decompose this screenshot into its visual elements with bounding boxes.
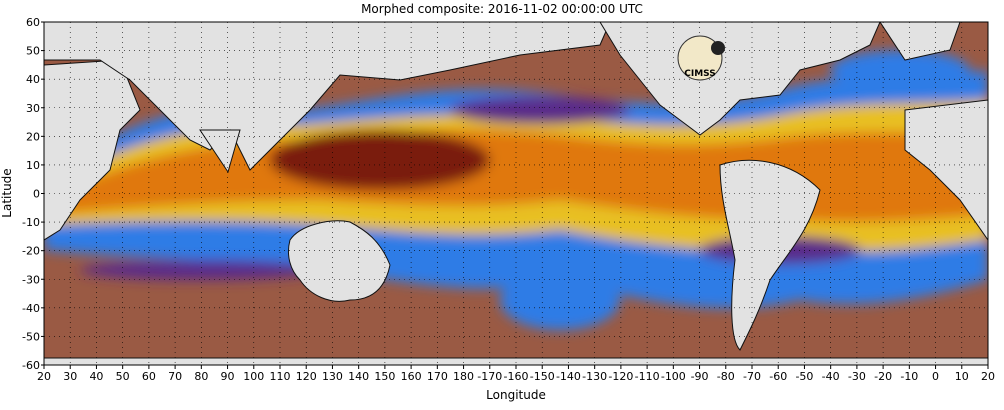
x-tick-label: 60 <box>142 370 156 383</box>
x-tick-label: -50 <box>795 370 813 383</box>
x-tick-label: -20 <box>874 370 892 383</box>
land-australia <box>287 220 391 302</box>
x-tick-label: -150 <box>530 370 555 383</box>
logo-text: CIMSS <box>684 69 715 79</box>
x-tick-label: -30 <box>848 370 866 383</box>
x-tick-label: -170 <box>477 370 502 383</box>
x-tick-label: -140 <box>556 370 581 383</box>
y-tick-label: -30 <box>22 273 40 286</box>
land-north-america <box>599 22 881 136</box>
moisture-dry-streak <box>450 96 630 124</box>
moisture-dry-streak <box>830 50 970 90</box>
x-tick-label: 50 <box>116 370 130 383</box>
x-tick-label: 20 <box>981 370 995 383</box>
y-tick-labels: 60 50 40 30 20 10 0 -10 -20 -30 -40 -50 -60 <box>22 16 44 372</box>
x-tick-label: -80 <box>717 370 735 383</box>
x-tick-label: 70 <box>168 370 182 383</box>
x-tick-label: -100 <box>661 370 686 383</box>
map-title: Morphed composite: 2016-11-02 00:00:00 U… <box>361 2 643 16</box>
x-tick-label: 80 <box>194 370 208 383</box>
x-tick-label: 170 <box>427 370 448 383</box>
cimss-logo: CIMSS <box>677 35 725 81</box>
x-tick-label: -10 <box>900 370 918 383</box>
x-tick-labels: 20 30 40 50 60 70 80 90 100 110 120 130 140 150 160 170… <box>37 365 995 383</box>
y-tick-label: 0 <box>33 188 40 201</box>
x-tick-label: 140 <box>348 370 369 383</box>
x-tick-label: 100 <box>243 370 264 383</box>
moisture-warm-pool <box>270 130 490 190</box>
y-tick-label: -50 <box>22 330 40 343</box>
x-tick-label: 180 <box>453 370 474 383</box>
x-axis-label: Longitude <box>486 388 546 402</box>
x-tick-label: -90 <box>691 370 709 383</box>
x-tick-label: 130 <box>322 370 343 383</box>
y-tick-label: 40 <box>26 73 40 86</box>
x-tick-label: -70 <box>743 370 761 383</box>
x-tick-label: 160 <box>401 370 422 383</box>
x-tick-label: 30 <box>63 370 77 383</box>
x-tick-label: -160 <box>504 370 529 383</box>
land-eurasia <box>44 22 611 171</box>
logo-globe <box>677 35 723 81</box>
x-tick-label: 90 <box>221 370 235 383</box>
y-tick-label: 30 <box>26 102 40 115</box>
x-tick-label: 110 <box>270 370 291 383</box>
land-antarctica <box>44 357 988 365</box>
x-tick-label: -110 <box>635 370 660 383</box>
x-tick-label: 120 <box>296 370 317 383</box>
graticule <box>44 22 988 365</box>
x-tick-label: -120 <box>608 370 633 383</box>
x-tick-label: -130 <box>582 370 607 383</box>
x-tick-label: 0 <box>932 370 939 383</box>
x-tick-label: 10 <box>955 370 969 383</box>
y-axis-label: Latitude <box>0 168 14 218</box>
x-tick-label: 20 <box>37 370 51 383</box>
y-tick-label: 50 <box>26 45 40 58</box>
y-tick-label: -10 <box>22 216 40 229</box>
y-tick-label: 20 <box>26 130 40 143</box>
y-tick-label: 10 <box>26 159 40 172</box>
y-tick-label: -60 <box>22 359 40 372</box>
land-africa-west <box>904 99 988 241</box>
moisture-dry-streak <box>500 270 620 330</box>
y-tick-label: -40 <box>22 302 40 315</box>
logo-satellite <box>711 41 725 55</box>
moisture-dry-streak <box>80 260 320 280</box>
x-tick-label: -60 <box>769 370 787 383</box>
x-tick-label: 150 <box>374 370 395 383</box>
x-tick-label: -40 <box>822 370 840 383</box>
y-tick-label: 60 <box>26 16 40 29</box>
x-tick-label: 40 <box>89 370 103 383</box>
y-tick-label: -20 <box>22 245 40 258</box>
land-india <box>199 129 241 174</box>
